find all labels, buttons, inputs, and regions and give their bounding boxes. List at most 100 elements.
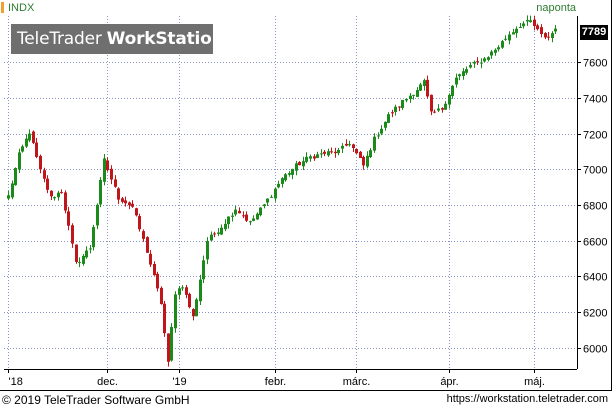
candle-body [398,106,401,108]
candle-body [14,168,17,186]
candle-body [227,216,230,225]
candle-body [163,303,166,334]
x-tick-label: dec. [97,376,118,388]
symbol-color-marker [1,2,4,13]
candle-body [277,183,280,188]
candle-body [231,215,234,217]
candle-body [234,209,237,215]
candle-body [53,197,56,199]
candle-body [199,279,202,302]
candle-body [188,293,191,308]
candle-body [291,168,294,175]
candle-body [369,150,372,157]
interval-label[interactable]: naponta [536,2,576,14]
candle-body [220,227,223,235]
candle-body [384,121,387,128]
candle-body [504,38,507,40]
candle-body [330,151,333,153]
candle-body [185,287,188,295]
candle-body [547,36,550,38]
candle-body [82,255,85,264]
candle-body [242,215,245,217]
candle-body [92,227,95,248]
candle-body [327,151,330,156]
candle-body [313,156,316,159]
candle-body [309,156,312,159]
candle-body [18,152,21,170]
candle-body [348,144,351,146]
candle-body [266,198,269,203]
candle-body [156,273,159,289]
candle-body [263,204,266,207]
candle-body [419,84,422,91]
candle-body [377,135,380,137]
candle-body [170,326,173,361]
x-tick-label: febr. [265,376,286,388]
candle-body [316,154,319,158]
candle-body [121,198,124,202]
candle-body [455,77,458,85]
candle-body [373,136,376,151]
watermark-brand-regular: TeleTrader [17,29,102,49]
candle-body [433,111,436,113]
x-tick-label: ápr. [440,376,458,388]
candle-body [355,148,358,154]
grid-layer [4,16,577,369]
candle-body [160,287,163,305]
y-tick-label: 6600 [583,237,607,249]
candle-body [394,106,397,112]
candle-body [153,264,156,276]
candle-body [35,142,38,157]
candle-body [494,49,497,53]
candle-body [526,20,529,22]
candle-body [178,288,181,295]
candle-body [270,196,273,198]
candle-body [412,94,415,96]
candle-body [323,151,326,154]
candle-body [469,65,472,68]
candle-body [28,133,31,141]
last-price-badge: 7789 [580,25,608,40]
teletrader-watermark: TeleTrader WorkStation [11,24,224,54]
candle-body [99,180,102,205]
candle-body [7,195,10,199]
candle-body [387,114,390,123]
candle-body [444,103,447,110]
candle-body [25,138,28,147]
candle-body [512,32,515,35]
candle-body [114,179,117,187]
candle-body [302,161,305,167]
candle-body [67,211,70,226]
candle-body [149,253,152,265]
candle-body [362,156,365,166]
y-tick-label: 7600 [583,58,607,70]
candle-body [544,33,547,38]
candle-body [448,94,451,105]
candle-body [11,183,14,198]
candle-body [124,200,127,204]
candles-layer [7,15,557,367]
x-tick-label: '19 [172,376,186,388]
candle-body [146,237,149,253]
candle-body [451,85,454,97]
candle-body [259,207,262,216]
candle-body [462,71,465,76]
candle-body [480,62,483,64]
candle-body [405,98,408,101]
x-tick-label: márc. [343,376,371,388]
candle-body [334,151,337,154]
candle-body [533,19,536,27]
candle-body [519,26,522,28]
candle-body [380,128,383,134]
candle-body [192,309,195,317]
candle-body [32,131,35,143]
candle-body [213,233,216,235]
footer-url[interactable]: https://workstation.teletrader.com [446,393,608,405]
candle-body [284,174,287,181]
candle-body [487,57,490,60]
x-tick-label: '18 [9,376,23,388]
candle-body [252,218,255,221]
candle-body [128,202,131,206]
candle-body [195,299,198,317]
